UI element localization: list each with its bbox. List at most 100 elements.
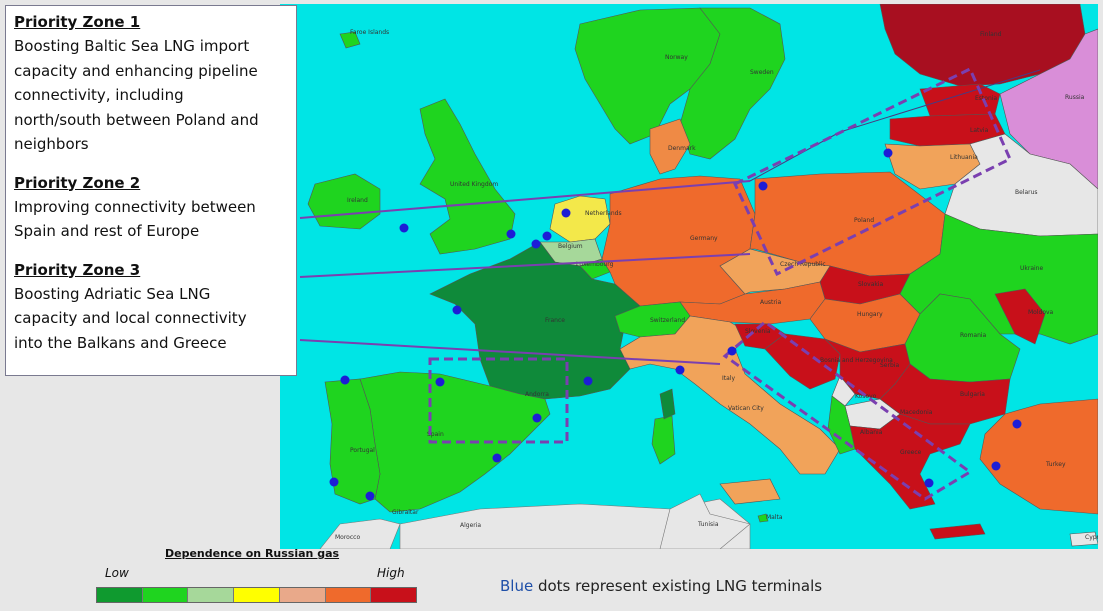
country-france-corsica (659, 388, 676, 420)
country-label: Cyprus (1085, 534, 1098, 541)
country-label: Greece (900, 449, 922, 456)
lng-terminal-dot (542, 231, 552, 241)
country-sweden (679, 7, 786, 160)
zone1-baltic-line-2 (839, 69, 1041, 133)
country-label: Norway (665, 54, 688, 61)
country-tunisia (659, 493, 751, 549)
country-label: Malta (766, 514, 783, 521)
country-label: Denmark (668, 145, 696, 152)
legend-swatch (97, 588, 143, 602)
country-label: Spain (427, 431, 444, 438)
country-label: Belarus (1015, 189, 1038, 196)
country-bosnia-herzegovina (764, 333, 841, 390)
country-label: Czech Republic (780, 261, 826, 268)
legend-swatch (234, 588, 280, 602)
legend-high-label: High (377, 566, 405, 580)
lng-terminal-dot (492, 453, 502, 463)
country-label: Andorra (525, 391, 549, 398)
country-cyprus (1069, 531, 1098, 547)
country-germany (601, 175, 756, 307)
country-denmark (649, 118, 691, 175)
country-label: Russia (1065, 94, 1085, 101)
country-label: Switzerland (650, 317, 685, 324)
country-malta (757, 513, 769, 523)
legend-swatch (371, 588, 417, 602)
country-label: Turkey (1045, 461, 1066, 468)
country-label: Morocco (335, 534, 360, 541)
lng-terminal-dot (329, 477, 339, 487)
country-labels: Finland Russia Norway Sweden Faroe Islands Es… (335, 29, 1098, 541)
country-label: Moldova (1028, 309, 1054, 316)
country-faroe-islands (339, 31, 361, 49)
country-label: Latvia (970, 127, 989, 134)
priority-zone-desc-line: Improving connectivity between (14, 197, 256, 216)
country-label: United Kingdom (450, 181, 498, 188)
lng-terminal-dot (399, 223, 409, 233)
country-label: Gibraltar (392, 509, 419, 516)
lng-terminal-dot (924, 478, 934, 488)
lng-terminal-dot (531, 239, 541, 249)
priority-zone-1: Priority Zone 1 Boosting Baltic Sea LNG … (14, 10, 296, 157)
priority-zone-3: Priority Zone 3 Boosting Adriatic Sea LN… (14, 258, 296, 356)
country-label: Tunisia (697, 521, 719, 528)
priority-zone-desc-line: capacity and enhancing pipeline (14, 61, 258, 80)
country-label: France (545, 317, 565, 324)
priority-zone-1-outline (733, 66, 1012, 277)
lng-terminal-dot (991, 461, 1001, 471)
country-united-kingdom (419, 98, 516, 255)
lng-terminal-dot (435, 377, 445, 387)
country-label: Algeria (460, 522, 481, 529)
note-text: dots represent existing LNG terminals (533, 577, 823, 595)
legend-swatch (142, 588, 189, 602)
lng-terminal-dot (561, 208, 571, 218)
country-label: Kosovo (855, 393, 877, 400)
legend-swatch (325, 588, 372, 602)
country-label: Lithuania (950, 154, 978, 161)
legend-low-label: Low (105, 566, 129, 580)
priority-zones-panel: Priority Zone 1 Boosting Baltic Sea LNG … (5, 5, 297, 376)
note-blue-word: Blue (500, 577, 534, 595)
country-greece (849, 413, 971, 510)
legend-color-scale (96, 587, 417, 603)
country-label: Germany (690, 235, 718, 242)
country-label: Luxembourg (576, 261, 614, 268)
country-algeria (399, 498, 751, 549)
country-label: Netherlands (585, 210, 622, 217)
priority-zone-2: Priority Zone 2 Improving connectivity b… (14, 171, 296, 244)
country-label: Sweden (750, 69, 774, 76)
zone3-corridor-line (299, 339, 721, 365)
europe-map: Finland Russia Norway Sweden Faroe Islands Es… (280, 4, 1098, 549)
country-label: Slovenia (745, 328, 771, 335)
lng-terminal-dot (532, 413, 542, 423)
country-label: Slovakia (858, 281, 884, 288)
country-label: Faroe Islands (350, 29, 389, 36)
country-label: Ukraine (1020, 265, 1043, 272)
priority-zone-3-outline (722, 320, 973, 501)
priority-zone-desc-line: Boosting Baltic Sea LNG import (14, 37, 250, 55)
lng-terminals-note: Blue dots represent existing LNG termina… (500, 577, 822, 595)
legend-swatch (188, 588, 235, 602)
country-label: Finland (980, 31, 1002, 38)
country-label: Bosnia and Herzegovina (820, 357, 893, 364)
country-label: Serbia (880, 362, 899, 369)
priority-zone-desc-line: connectivity, including (14, 86, 184, 104)
country-turkey (979, 398, 1098, 515)
country-label: Bulgaria (960, 391, 985, 398)
country-label: Estonia (975, 95, 997, 102)
country-label: Albania (860, 429, 883, 436)
country-label: Italy (722, 375, 735, 382)
country-morocco (319, 518, 401, 549)
priority-zone-desc-line: neighbors (14, 135, 89, 153)
priority-zone-desc-line: capacity and local connectivity (14, 309, 247, 327)
lng-terminal-dot (365, 491, 375, 501)
priority-zone-title: Priority Zone 1 (14, 13, 141, 31)
country-label: Hungary (857, 311, 883, 318)
country-label: Portugal (350, 447, 375, 454)
priority-zone-desc-line: into the Balkans and Greece (14, 333, 227, 352)
priority-zone-desc-line: Boosting Adriatic Sea LNG (14, 284, 211, 303)
country-label: Ireland (347, 197, 368, 204)
priority-zone-title: Priority Zone 3 (14, 260, 141, 279)
zone1-corridor-line (299, 180, 751, 219)
legend-title: Dependence on Russian gas (165, 547, 340, 560)
priority-zone-desc-line: north/south between Poland and (14, 110, 259, 129)
